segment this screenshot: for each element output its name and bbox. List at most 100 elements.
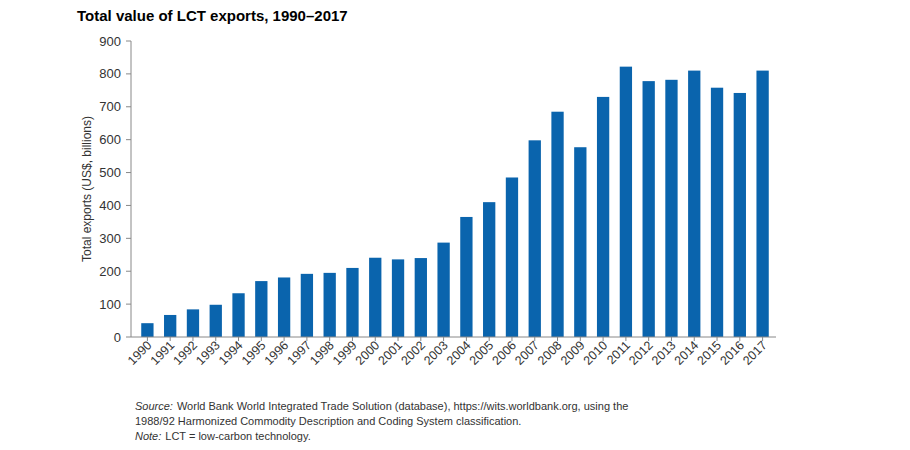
- x-tick-label: 2015: [695, 338, 725, 368]
- x-tick: [215, 337, 216, 341]
- bar: [665, 80, 677, 337]
- y-tick-label: 500: [99, 165, 121, 180]
- bar: [551, 112, 563, 337]
- x-tick: [306, 337, 307, 341]
- chart: Total value of LCT exports, 1990–2017 Tot…: [0, 0, 910, 450]
- x-tick-label: 1990: [125, 338, 155, 368]
- x-tick: [192, 337, 193, 341]
- x-tick: [694, 337, 695, 341]
- y-tick: [126, 337, 131, 338]
- y-tick-label: 400: [99, 198, 121, 213]
- x-tick: [671, 337, 672, 341]
- bar: [392, 259, 404, 337]
- x-tick: [489, 337, 490, 341]
- y-tick-label: 700: [99, 99, 121, 114]
- title: Total value of LCT exports, 1990–2017: [77, 7, 348, 24]
- y-tick: [126, 106, 131, 107]
- x-tick-label: 2009: [558, 338, 588, 368]
- bar: [415, 258, 427, 337]
- x-tick: [648, 337, 649, 341]
- bar: [187, 309, 199, 337]
- x-tick-label: 1993: [193, 338, 223, 368]
- x-tick: [420, 337, 421, 341]
- bar: [301, 274, 313, 337]
- x-tick-label: 2002: [398, 338, 428, 368]
- y-axis: [131, 41, 132, 337]
- x-tick: [717, 337, 718, 341]
- x-tick-label: 1998: [307, 338, 337, 368]
- bar: [141, 323, 153, 337]
- x-tick-label: 1999: [330, 338, 360, 368]
- bar: [210, 305, 222, 337]
- x-tick: [238, 337, 239, 341]
- note: Note: LCT = low-carbon technology.: [135, 430, 311, 442]
- y-tick: [126, 172, 131, 173]
- x-tick-label: 1995: [239, 338, 269, 368]
- bar: [529, 140, 541, 337]
- x-tick-label: 2008: [535, 338, 565, 368]
- bar: [688, 71, 700, 337]
- y-tick-label: 600: [99, 132, 121, 147]
- x-tick-label: 2017: [740, 338, 770, 368]
- x-tick: [739, 337, 740, 341]
- bar: [506, 177, 518, 337]
- y-tick-label: 300: [99, 231, 121, 246]
- source: 1988/92 Harmonized Commodity Description…: [135, 415, 521, 427]
- note-label: Note:: [135, 430, 161, 442]
- source-text: World Bank World Integrated Trade Soluti…: [177, 400, 628, 412]
- bar: [711, 88, 723, 337]
- x-tick: [534, 337, 535, 341]
- bar: [232, 293, 244, 337]
- bar: [460, 217, 472, 337]
- y-tick: [126, 271, 131, 272]
- bar: [255, 281, 267, 337]
- x-tick-label: 1997: [284, 338, 314, 368]
- bar: [734, 93, 746, 337]
- bar: [574, 147, 586, 337]
- y-tick: [126, 41, 131, 42]
- x-tick-label: 1994: [216, 338, 246, 368]
- x-tick-label: 2000: [353, 338, 383, 368]
- x-tick-label: 1992: [171, 338, 201, 368]
- bar: [164, 315, 176, 337]
- x-tick-label: 2014: [672, 338, 702, 368]
- source: Source: World Bank World Integrated Trade…: [135, 400, 628, 412]
- y-tick-label: 0: [114, 330, 121, 345]
- x-tick: [352, 337, 353, 341]
- bar: [643, 81, 655, 337]
- y-tick-label: 900: [99, 34, 121, 49]
- bar: [483, 202, 495, 337]
- x-tick-label: 2006: [490, 338, 520, 368]
- bar: [620, 67, 632, 337]
- source-label: Source:: [135, 400, 173, 412]
- x-tick: [603, 337, 604, 341]
- x-tick-label: 2011: [604, 338, 633, 367]
- x-tick: [147, 337, 148, 341]
- x-tick: [375, 337, 376, 341]
- x-tick: [284, 337, 285, 341]
- x-tick-label: 1996: [262, 338, 292, 368]
- x-tick-label: 2013: [649, 338, 679, 368]
- x-tick: [261, 337, 262, 341]
- bars: [141, 67, 769, 337]
- y-tick: [126, 205, 131, 206]
- x-tick-label: 2005: [467, 338, 497, 368]
- x-tick: [329, 337, 330, 341]
- x-tick-label: 2004: [444, 338, 474, 368]
- y-tick: [126, 238, 131, 239]
- x-tick-label: 2001: [376, 338, 406, 368]
- x-tick-label: 2007: [512, 338, 542, 368]
- x-tick-label: 2003: [421, 338, 451, 368]
- bar: [278, 277, 290, 337]
- y-tick: [126, 73, 131, 74]
- bar: [756, 71, 768, 337]
- bar: [369, 258, 381, 337]
- note-text: LCT = low-carbon technology.: [165, 430, 310, 442]
- x-axis: [131, 337, 776, 338]
- x-tick: [580, 337, 581, 341]
- bar: [437, 243, 449, 337]
- y-tick: [126, 304, 131, 305]
- x-tick: [398, 337, 399, 341]
- y-tick: [126, 139, 131, 140]
- y-axis-label: Total exports (US$, billions): [80, 116, 94, 262]
